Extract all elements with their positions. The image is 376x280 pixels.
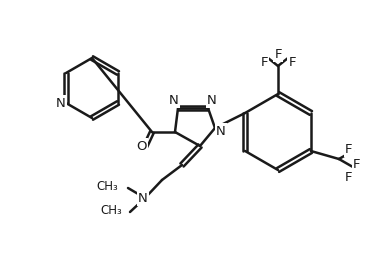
Text: N: N [216, 125, 226, 137]
Text: N: N [56, 97, 66, 109]
Text: F: F [345, 143, 353, 155]
Text: F: F [345, 171, 353, 183]
Text: CH₃: CH₃ [100, 204, 122, 216]
Text: F: F [260, 55, 268, 69]
Text: O: O [136, 139, 146, 153]
Text: F: F [353, 158, 361, 171]
Text: N: N [169, 94, 179, 106]
Text: N: N [207, 94, 217, 106]
Text: N: N [138, 192, 148, 204]
Text: F: F [274, 48, 282, 60]
Text: F: F [288, 55, 296, 69]
Text: CH₃: CH₃ [96, 179, 118, 193]
